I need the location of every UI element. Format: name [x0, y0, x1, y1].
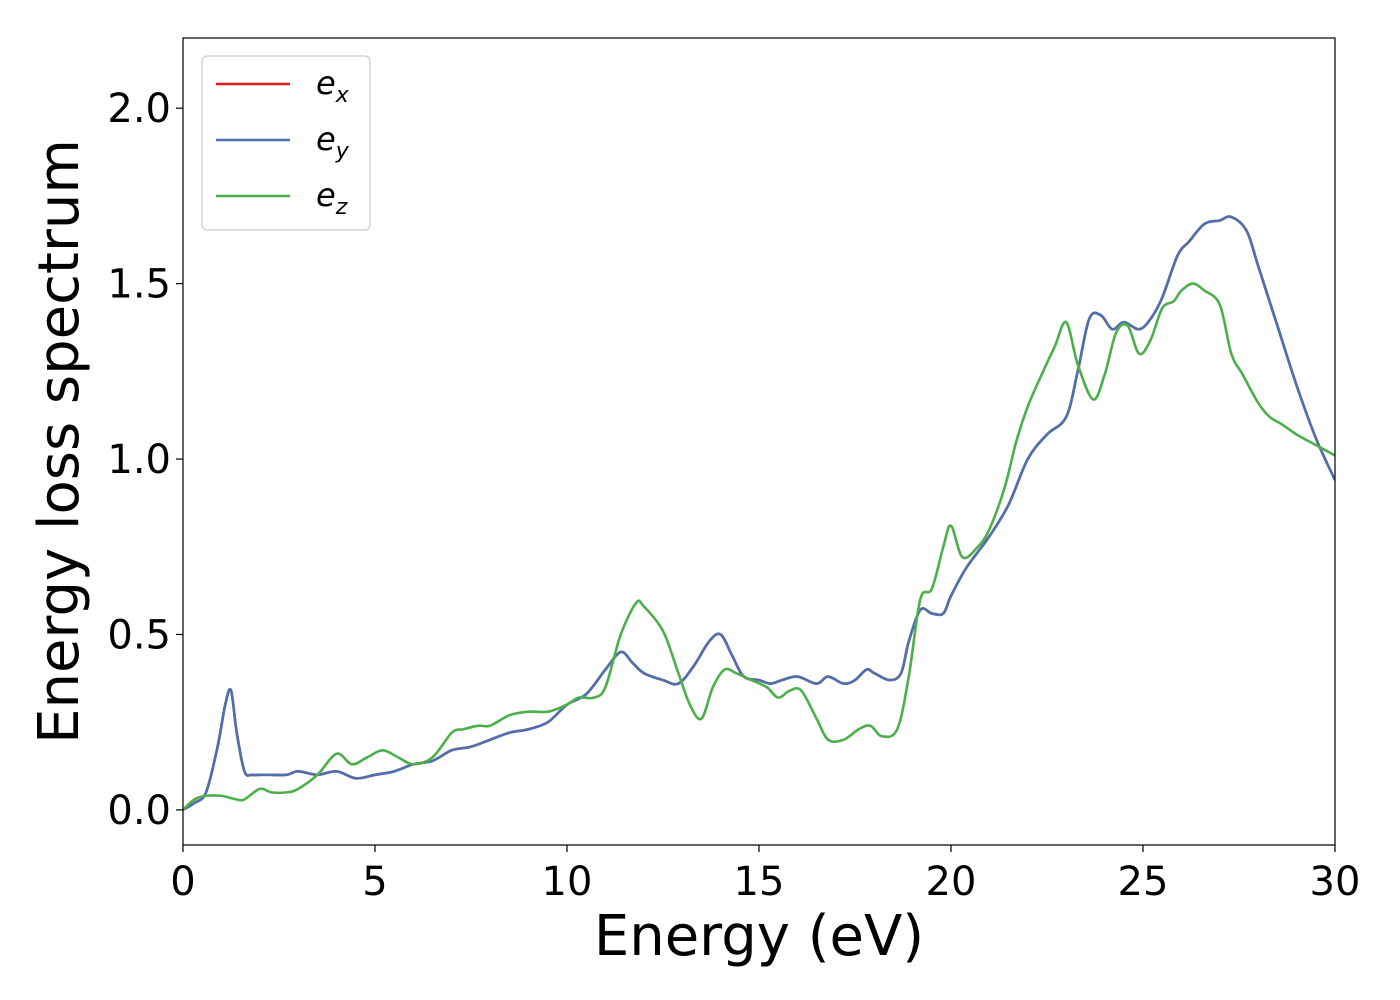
y-tick-label: 1.0 — [107, 437, 171, 483]
legend-label-y: ey — [316, 120, 350, 164]
x-tick-label: 10 — [542, 859, 593, 905]
series-layer — [183, 215, 1335, 812]
y-tick-label: 1.5 — [107, 262, 171, 308]
series-line-y — [183, 215, 1335, 812]
legend-label-main: e — [316, 176, 336, 214]
legend-label-z: ez — [316, 176, 348, 220]
y-tick-label: 0.5 — [107, 612, 171, 658]
x-tick-label: 0 — [170, 859, 195, 905]
y-tick-label: 2.0 — [107, 86, 171, 132]
legend-label-main: e — [316, 64, 336, 102]
x-axis-label: Energy (eV) — [594, 904, 924, 969]
legend-label-subscript: y — [335, 139, 350, 164]
legend-box — [201, 55, 371, 231]
x-tick-label: 5 — [362, 859, 387, 905]
series-line-z — [183, 282, 1335, 811]
x-tick-label: 30 — [1310, 859, 1361, 905]
series-line-x — [183, 215, 1335, 812]
x-tick-label: 25 — [1118, 859, 1169, 905]
legend-label-subscript: z — [335, 195, 348, 220]
legend-label-x: ex — [316, 64, 350, 108]
legend-label-subscript: x — [335, 83, 350, 108]
x-tick-label: 20 — [926, 859, 977, 905]
legend-label-main: e — [316, 120, 336, 158]
y-axis-label: Energy loss spectrum — [27, 139, 92, 744]
y-axis: 0.0 0.5 1.0 1.5 2.0 — [107, 86, 183, 834]
y-tick-label: 0.0 — [107, 788, 171, 834]
x-axis: 0 5 10 15 20 25 30 — [170, 845, 1360, 905]
x-tick-label: 15 — [734, 859, 785, 905]
